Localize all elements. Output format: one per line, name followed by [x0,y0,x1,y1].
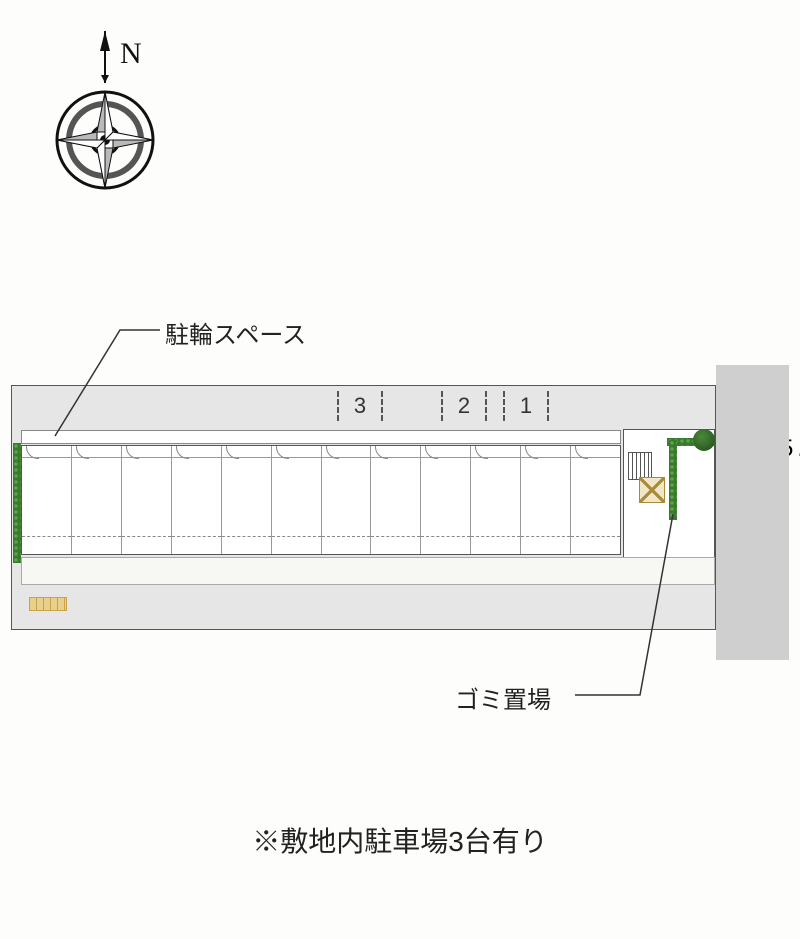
unit-balcony [22,536,71,554]
apartment-unit [72,446,122,554]
unit-door [471,446,520,458]
unit-door [421,446,470,458]
apartment-unit [371,446,421,554]
unit-balcony [371,536,420,554]
unit-balcony [521,536,570,554]
apartment-unit [521,446,571,554]
parking-slot: 1 [503,391,549,421]
unit-door [371,446,420,458]
apartment-unit [571,446,620,554]
apartment-unit [272,446,322,554]
parking-slot: 3 [337,391,383,421]
unit-door [72,446,121,458]
unit-balcony [172,536,221,554]
bicycle-parking-strip [21,430,621,444]
garbage-spot [639,477,665,503]
unit-door [272,446,321,458]
apartment-unit [322,446,372,554]
unit-door [322,446,371,458]
unit-balcony [571,536,620,554]
apartment-unit [222,446,272,554]
unit-door [172,446,221,458]
compass-rose: N [45,25,165,205]
apartment-unit [22,446,72,554]
hedge-right-side [669,440,677,520]
bicycle-space-label: 駐輪スペース [165,315,306,350]
apartment-unit [122,446,172,554]
unit-balcony [421,536,470,554]
drain-grate [29,597,67,611]
garbage-area-label: ゴミ置場 [455,680,551,715]
unit-balcony [72,536,121,554]
parking-note: ※敷地内駐車場3台有り [0,820,800,860]
unit-balcony [222,536,271,554]
unit-balcony [322,536,371,554]
unit-door [122,446,171,458]
south-walkway [21,557,715,585]
apartment-unit [421,446,471,554]
unit-door [571,446,620,458]
unit-door [222,446,271,458]
stairs-icon [628,452,652,480]
apartment-unit [172,446,222,554]
unit-balcony [122,536,171,554]
unit-balcony [471,536,520,554]
unit-door [521,446,570,458]
bush-icon [693,429,715,451]
site-plan: 3 21 [11,385,789,630]
unit-balcony [272,536,321,554]
hedge-left [13,443,21,563]
parking-slot: 2 [441,391,487,421]
apartment-building [21,445,621,555]
compass-n-label: N [120,37,142,70]
apartment-unit [471,446,521,554]
road-area [716,365,789,660]
unit-door [22,446,71,458]
